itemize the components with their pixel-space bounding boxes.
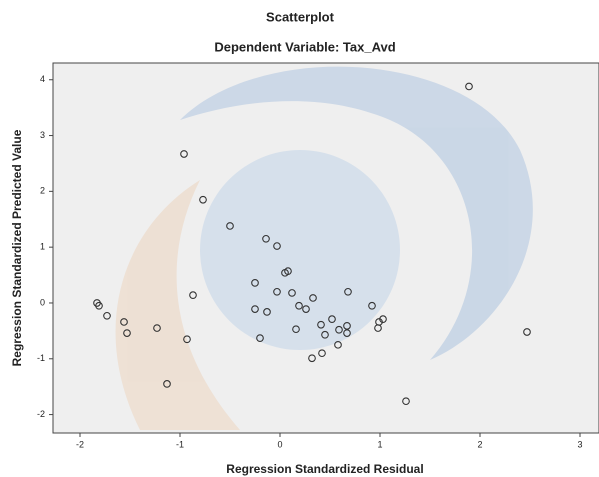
x-tick-label: 2 bbox=[477, 439, 482, 449]
y-axis-label: Regression Standardized Predicted Value bbox=[10, 129, 24, 366]
chart-title: Scatterplot bbox=[266, 9, 335, 24]
x-tick-label: 3 bbox=[577, 439, 582, 449]
page: {"chart_data": {"type": "scatter", "titl… bbox=[0, 0, 599, 477]
x-tick-label: 0 bbox=[277, 439, 282, 449]
x-axis-label: Regression Standardized Residual bbox=[226, 462, 423, 476]
y-tick-label: 1 bbox=[40, 242, 45, 252]
x-tick-label: -1 bbox=[176, 439, 184, 449]
x-tick-label: 1 bbox=[377, 439, 382, 449]
y-tick-label: 2 bbox=[40, 186, 45, 196]
y-tick-label: 4 bbox=[40, 74, 45, 84]
y-tick-label: -1 bbox=[37, 353, 45, 363]
y-tick-label: 0 bbox=[40, 297, 45, 307]
y-tick-label: 3 bbox=[40, 130, 45, 140]
chart-subtitle: Dependent Variable: Tax_Avd bbox=[214, 39, 395, 54]
chart: Scatterplot Dependent Variable: Tax_Avd … bbox=[0, 0, 599, 477]
x-tick-label: -2 bbox=[76, 439, 84, 449]
y-tick-label: -2 bbox=[37, 409, 45, 419]
